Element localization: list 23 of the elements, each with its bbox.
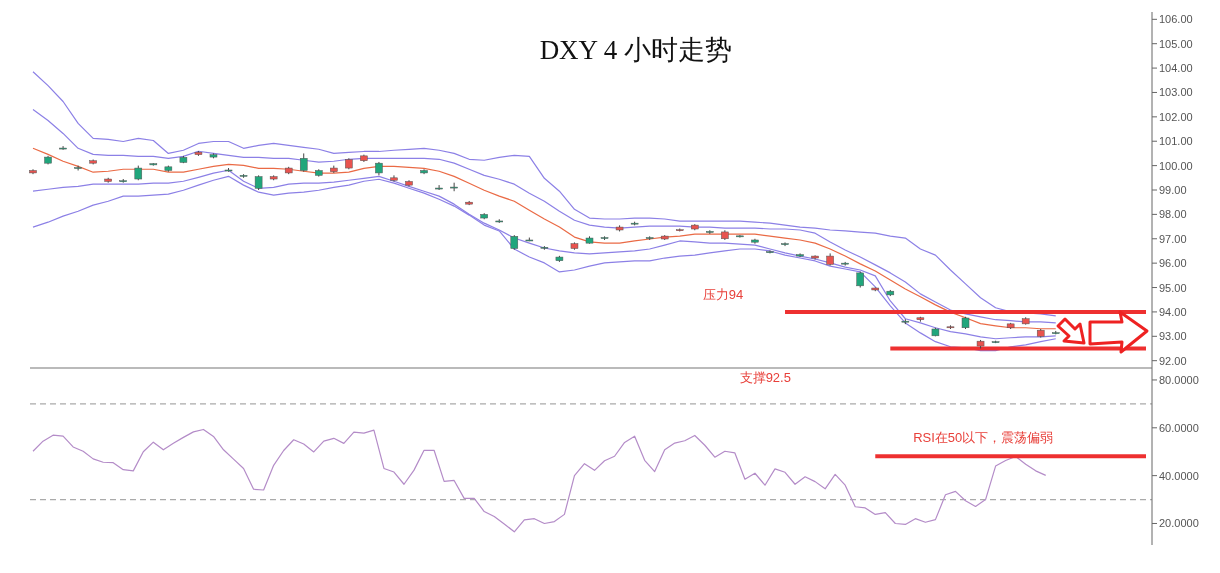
y-tick-label: 105.00 [1159,37,1193,50]
y-tick-label: 96.00 [1159,257,1187,270]
y-tick-label: 104.00 [1159,62,1193,75]
text: DXY 4 小时走势 [539,35,733,65]
y-tick-label: 99.00 [1159,184,1187,196]
y-tick-label: 60.0000 [1159,421,1199,434]
y-tick-label: 95.00 [1159,281,1187,294]
y-tick-label: 92.00 [1159,354,1187,367]
y-tick-label: 100.00 [1159,159,1193,172]
y-tick-label: 93.00 [1159,330,1187,343]
y-tick-label: 102.00 [1159,110,1193,123]
y-tick-label: 106.00 [1159,13,1193,26]
y-tick-label: 40.0000 [1159,469,1199,482]
y-tick-label: 103.00 [1159,86,1193,99]
y-tick-label: 101.00 [1159,135,1193,148]
y-tick-label: 98.00 [1159,208,1187,221]
y-tick-label: 94.00 [1159,305,1187,318]
annotation: RSI在50以下，震荡偏弱 [913,429,1054,445]
annotation: 压力94 [702,287,744,303]
annotation: 支撑92.5 [739,369,791,385]
y-tick-label: 97.00 [1159,232,1187,245]
y-tick-label: 20.0000 [1159,517,1199,530]
y-tick-label: 80.0000 [1159,373,1199,386]
